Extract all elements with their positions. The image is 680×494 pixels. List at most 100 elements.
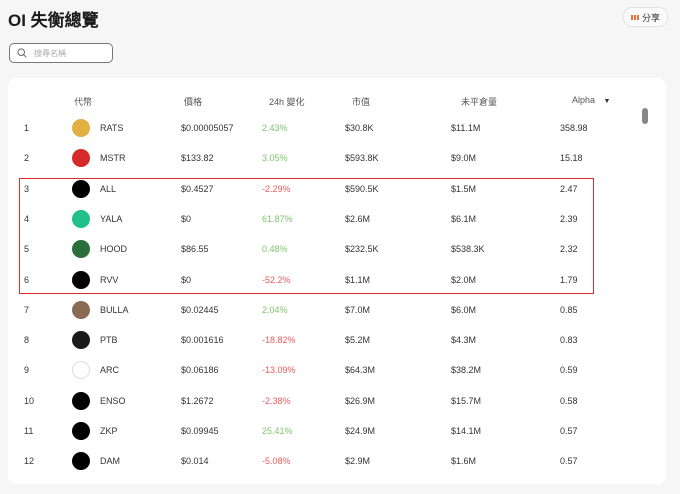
market-cap: $7.0M [345, 304, 371, 315]
rank: 7 [24, 304, 30, 315]
column-header-mcap[interactable]: 市值 [352, 97, 371, 107]
token-symbol: HOOD [100, 244, 127, 255]
table-row[interactable]: 7 BULLA $0.02445 2.04% $7.0M $6.0M 0.85 [8, 295, 628, 325]
alpha: 0.57 [560, 426, 578, 436]
rank: 10 [24, 395, 35, 406]
change-24h: 25.41% [262, 426, 293, 436]
market-cap: $2.6M [345, 213, 371, 224]
market-cap: $30.8K [345, 123, 374, 133]
open-interest: $6.1M [451, 213, 477, 224]
table-row[interactable]: 1 RATS $0.00005057 2.43% $30.8K $11.1M 358.98 [8, 113, 628, 143]
token-logo-icon [72, 240, 90, 259]
table-row[interactable]: 3 ALL $0.4527 -2.29% $590.5K $1.5M 2.47 [8, 174, 628, 204]
token-symbol: ARC [100, 365, 120, 376]
change-24h: -13.09% [262, 365, 296, 376]
column-header-change[interactable]: 24h 變化 [269, 97, 305, 107]
table-row[interactable]: 12 DAM $0.014 -5.08% $2.9M $1.6M 0.57 [8, 446, 628, 476]
change-24h: -2.29% [262, 183, 291, 194]
price: $0.4527 [181, 183, 214, 194]
token-logo-icon [72, 179, 90, 198]
market-cap: $590.5K [345, 183, 379, 194]
highlight-box [19, 178, 594, 294]
price: $0.06186 [181, 365, 219, 376]
alpha: 2.32 [560, 244, 578, 255]
rank: 1 [24, 123, 30, 133]
price: $0.09945 [181, 426, 219, 436]
table-row[interactable]: 8 PTB $0.001616 -18.82% $5.2M $4.3M 0.83 [8, 325, 628, 355]
column-header-alpha[interactable]: Alpha ▼ [572, 95, 610, 105]
market-cap: $1.1M [345, 274, 371, 285]
open-interest: $11.1M [451, 123, 481, 133]
table-row[interactable]: 6 RVV $0 -52.2% $1.1M $2.0M 1.79 [8, 265, 628, 295]
open-interest: $1.5M [451, 183, 477, 194]
rank: 12 [24, 456, 35, 467]
alpha: 2.47 [560, 183, 578, 194]
token-logo-icon [72, 422, 90, 440]
open-interest: $9.0M [451, 153, 477, 164]
alpha: 0.85 [560, 304, 578, 315]
change-24h: -5.08% [262, 456, 291, 467]
token-symbol: PTB [100, 335, 118, 346]
token-logo-icon [72, 331, 90, 350]
open-interest: $1.6M [451, 456, 477, 467]
token-symbol: RATS [100, 123, 124, 133]
column-header-oi[interactable]: 未平倉量 [461, 97, 498, 107]
alpha: 15.18 [560, 153, 583, 164]
open-interest: $538.3K [451, 244, 485, 255]
change-24h: 2.43% [262, 123, 288, 133]
token-logo-icon [72, 209, 90, 228]
price: $0.02445 [181, 304, 219, 315]
rank: 6 [24, 274, 30, 285]
token-logo-icon [72, 391, 90, 410]
table-row[interactable]: 9 ARC $0.06186 -13.09% $64.3M $38.2M 0.59 [8, 355, 628, 385]
open-interest: $38.2M [451, 365, 482, 376]
search-input[interactable] [32, 47, 106, 59]
change-24h: -52.2% [262, 274, 291, 285]
token-symbol: ENSO [100, 395, 126, 406]
alpha: 1.79 [560, 274, 578, 285]
market-cap: $232.5K [345, 244, 379, 255]
alpha: 0.57 [560, 456, 578, 467]
table-row[interactable]: 10 ENSO $1.2672 -2.38% $26.9M $15.7M 0.58 [8, 386, 628, 416]
rank: 5 [24, 244, 30, 255]
token-symbol: RVV [100, 274, 119, 285]
table-row[interactable]: 11 ZKP $0.09945 25.41% $24.9M $14.1M 0.57 [8, 416, 628, 446]
rank: 9 [24, 365, 30, 376]
alpha-label: Alpha [572, 95, 596, 105]
token-symbol: ZKP [100, 426, 118, 436]
rank: 4 [24, 213, 30, 224]
change-24h: 61.87% [262, 213, 293, 224]
open-interest: $14.1M [451, 426, 482, 436]
share-label: 分享 [641, 12, 660, 23]
token-symbol: YALA [100, 213, 123, 224]
alpha: 2.39 [560, 213, 578, 224]
alpha: 0.59 [560, 365, 578, 376]
column-header-price[interactable]: 價格 [184, 97, 203, 107]
alpha: 0.83 [560, 335, 578, 346]
price: $0 [181, 213, 192, 224]
token-logo-icon [72, 149, 90, 168]
token-logo-icon [72, 300, 90, 319]
table-row[interactable]: 5 HOOD $86.55 0.48% $232.5K $538.3K 2.32 [8, 234, 628, 264]
rank: 3 [24, 183, 30, 194]
column-header-token[interactable]: 代幣 [74, 97, 93, 107]
market-cap: $64.3M [345, 365, 376, 376]
oi-table: 代幣 價格 24h 變化 市值 未平倉量 Alpha ▼ 1 RATS $0.000… [8, 78, 666, 484]
token-logo-icon [72, 452, 90, 471]
scrollbar[interactable] [642, 108, 648, 124]
table-row[interactable]: 4 YALA $0 61.87% $2.6M $6.1M 2.39 [8, 204, 628, 234]
rank: 2 [24, 153, 30, 164]
token-symbol: MSTR [100, 153, 126, 164]
price: $0.014 [181, 456, 209, 467]
open-interest: $4.3M [451, 335, 477, 346]
token-logo-icon [72, 270, 90, 289]
token-symbol: DAM [100, 456, 120, 467]
search-box[interactable] [9, 43, 113, 63]
token-logo-icon [72, 119, 90, 137]
market-cap: $593.8K [345, 153, 379, 164]
change-24h: -18.82% [262, 335, 296, 346]
market-cap: $2.9M [345, 456, 371, 467]
market-cap: $26.9M [345, 395, 376, 406]
share-button[interactable]: 分享 [623, 7, 668, 27]
table-row[interactable]: 2 MSTR $133.82 3.05% $593.8K $9.0M 15.18 [8, 143, 628, 173]
